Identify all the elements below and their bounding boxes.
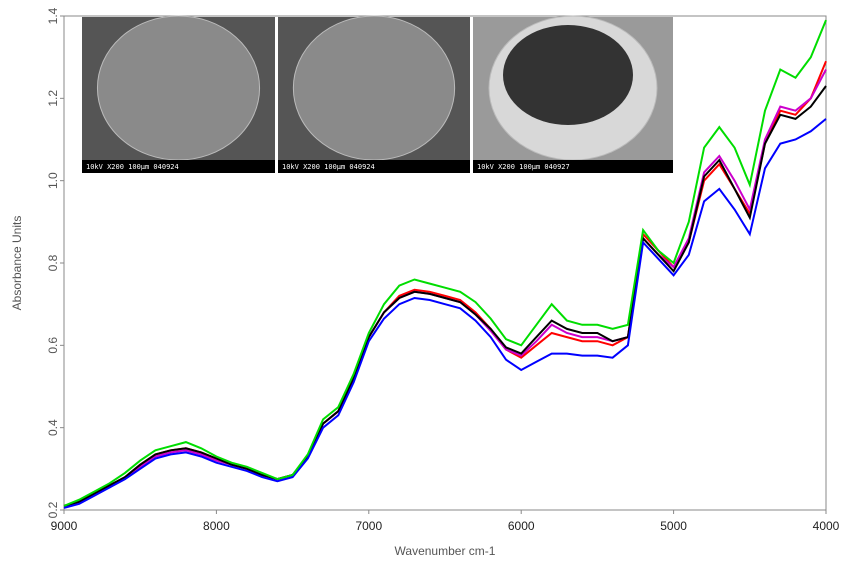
inset-images: 10kV X200 100µm 040924 10kV X200 100µm 04… — [82, 15, 673, 173]
spectrum-line — [63, 19, 827, 507]
y-tick-label: 0.8 — [46, 254, 60, 271]
inset-label: 10kV X200 100µm 040924 — [282, 163, 375, 171]
x-tick-label: 6000 — [508, 519, 535, 533]
particle — [96, 15, 261, 161]
inset-caption-bar — [473, 160, 673, 173]
y-tick-label: 1.4 — [46, 7, 60, 24]
y-tick-label: 0.6 — [46, 337, 60, 354]
x-tick-label: 9000 — [51, 519, 78, 533]
x-tick-label: 5000 — [660, 519, 687, 533]
particle — [292, 15, 456, 161]
inset-caption-bar — [278, 160, 470, 173]
particle-hollow — [503, 25, 633, 125]
y-tick-label: 1.0 — [46, 172, 60, 189]
x-tick-label: 7000 — [355, 519, 382, 533]
spectrum-line — [63, 118, 827, 509]
y-tick-label: 1.2 — [46, 90, 60, 107]
inset-caption-bar — [82, 160, 275, 173]
x-tick-label: 8000 — [203, 519, 230, 533]
y-tick-label: 0.2 — [46, 501, 60, 518]
y-axis-label: Absorbance Units — [10, 216, 24, 311]
spectrum-line — [63, 85, 827, 507]
x-tick-label: 4000 — [813, 519, 840, 533]
inset-label: 10kV X200 100µm 040927 — [477, 163, 570, 171]
y-tick-label: 0.4 — [46, 419, 60, 436]
x-axis-label: Wavenumber cm-1 — [395, 544, 496, 558]
inset-label: 10kV X200 100µm 040924 — [86, 163, 179, 171]
